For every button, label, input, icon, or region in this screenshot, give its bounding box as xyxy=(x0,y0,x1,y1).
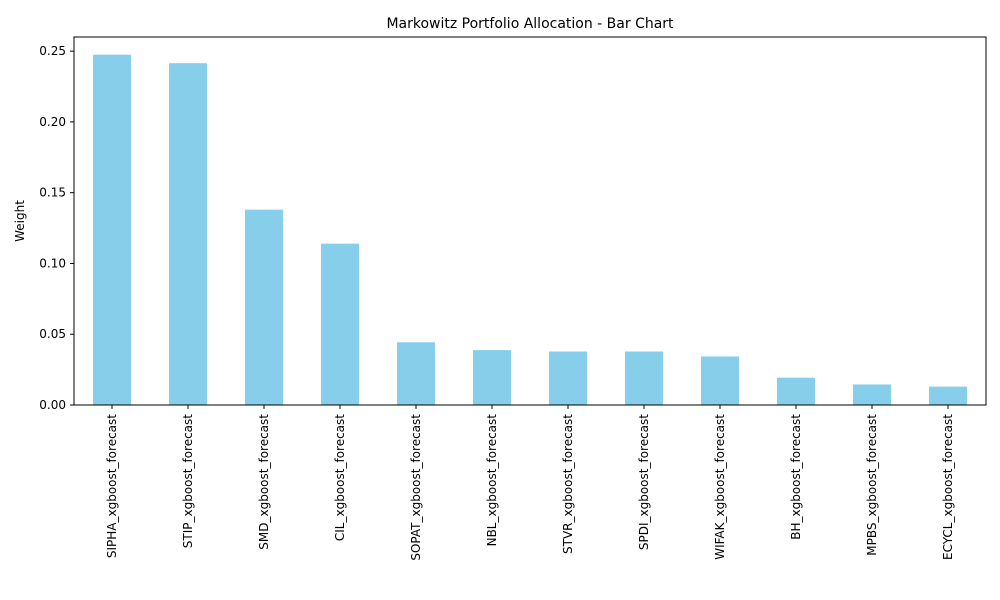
bar-NBL_xgboost_forecast xyxy=(473,350,511,405)
bar-SIPHA_xgboost_forecast xyxy=(93,54,131,405)
x-axis: SIPHA_xgboost_forecast STIP_xgboost_forec… xyxy=(105,405,955,561)
x-tick-label: WIFAK_xgboost_forecast xyxy=(713,414,727,560)
y-tick-label: 0.10 xyxy=(39,256,66,270)
bar-SMD_xgboost_forecast xyxy=(245,209,283,405)
y-tick-label: 0.15 xyxy=(39,186,66,200)
bar-STVR_xgboost_forecast xyxy=(549,351,587,405)
y-tick-label: 0.20 xyxy=(39,115,66,129)
bars-layer xyxy=(93,54,967,405)
chart-title: Markowitz Portfolio Allocation - Bar Cha… xyxy=(386,16,674,32)
bar-WIFAK_xgboost_forecast xyxy=(701,356,739,405)
x-tick-label: CIL_xgboost_forecast xyxy=(333,414,347,541)
x-tick-label: ECYCL_xgboost_forecast xyxy=(941,414,955,560)
bar-STIP_xgboost_forecast xyxy=(169,63,207,405)
x-tick-label: SIPHA_xgboost_forecast xyxy=(105,414,119,558)
bar-MPBS_xgboost_forecast xyxy=(853,384,891,405)
bar-SPDI_xgboost_forecast xyxy=(625,351,663,405)
y-tick-label: 0.00 xyxy=(39,398,66,412)
x-tick-label: BH_xgboost_forecast xyxy=(789,414,803,540)
x-tick-label: SMD_xgboost_forecast xyxy=(257,414,271,550)
y-tick-label: 0.25 xyxy=(39,44,66,58)
x-tick-label: STIP_xgboost_forecast xyxy=(181,414,195,549)
bar-BH_xgboost_forecast xyxy=(777,377,815,405)
bar-SOPAT_xgboost_forecast xyxy=(397,342,435,405)
x-tick-label: STVR_xgboost_forecast xyxy=(561,414,575,554)
bar-CIL_xgboost_forecast xyxy=(321,243,359,405)
x-tick-label: MPBS_xgboost_forecast xyxy=(865,414,879,556)
x-tick-label: SOPAT_xgboost_forecast xyxy=(409,414,423,561)
x-tick-label: NBL_xgboost_forecast xyxy=(485,414,499,547)
bar-ECYCL_xgboost_forecast xyxy=(929,386,967,405)
x-tick-label: SPDI_xgboost_forecast xyxy=(637,414,651,550)
y-axis: 0.00 0.05 0.10 0.15 0.20 0.25 xyxy=(39,44,74,412)
plot-frame xyxy=(73,36,987,406)
y-axis-label: Weight xyxy=(13,200,27,242)
y-tick-label: 0.05 xyxy=(39,327,66,341)
